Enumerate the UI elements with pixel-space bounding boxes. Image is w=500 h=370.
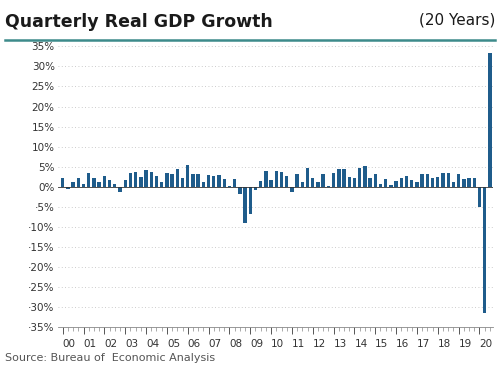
Bar bbox=[72, 182, 75, 187]
Bar bbox=[165, 173, 168, 187]
Bar bbox=[416, 182, 418, 187]
Bar bbox=[92, 178, 96, 187]
Text: Source: Bureau of  Economic Analysis: Source: Bureau of Economic Analysis bbox=[5, 353, 215, 363]
Bar bbox=[457, 174, 460, 187]
Bar bbox=[394, 181, 398, 187]
Bar bbox=[128, 173, 132, 187]
Bar bbox=[478, 187, 481, 207]
Bar bbox=[446, 173, 450, 187]
Bar bbox=[196, 174, 200, 187]
Bar bbox=[337, 169, 340, 187]
Bar bbox=[244, 187, 246, 223]
Bar bbox=[358, 168, 362, 187]
Bar bbox=[300, 182, 304, 187]
Bar bbox=[144, 170, 148, 187]
Bar bbox=[452, 182, 455, 187]
Bar bbox=[259, 181, 262, 187]
Bar bbox=[212, 176, 216, 187]
Bar bbox=[134, 172, 138, 187]
Bar bbox=[363, 166, 366, 187]
Bar bbox=[176, 169, 179, 187]
Bar bbox=[233, 179, 236, 187]
Bar bbox=[290, 187, 294, 192]
Bar bbox=[342, 169, 345, 187]
Bar bbox=[76, 178, 80, 187]
Bar bbox=[316, 182, 320, 187]
Bar bbox=[98, 182, 101, 187]
Bar bbox=[87, 173, 90, 187]
Bar bbox=[207, 175, 210, 187]
Bar bbox=[374, 174, 377, 187]
Text: (20 Years): (20 Years) bbox=[418, 13, 495, 28]
Bar bbox=[274, 171, 278, 187]
Bar bbox=[431, 178, 434, 187]
Bar bbox=[353, 178, 356, 187]
Bar bbox=[264, 171, 268, 187]
Bar bbox=[222, 179, 226, 187]
Bar bbox=[468, 178, 471, 187]
Text: Quarterly Real GDP Growth: Quarterly Real GDP Growth bbox=[5, 13, 273, 31]
Bar bbox=[296, 174, 299, 187]
Bar bbox=[311, 178, 314, 187]
Bar bbox=[426, 174, 429, 187]
Bar bbox=[170, 174, 174, 187]
Bar bbox=[368, 178, 372, 187]
Bar bbox=[410, 179, 414, 187]
Bar bbox=[108, 179, 112, 187]
Bar bbox=[181, 178, 184, 187]
Bar bbox=[462, 179, 466, 187]
Bar bbox=[326, 186, 330, 187]
Bar bbox=[488, 53, 492, 187]
Bar bbox=[192, 174, 194, 187]
Bar bbox=[483, 187, 486, 313]
Bar bbox=[332, 173, 336, 187]
Bar bbox=[150, 172, 153, 187]
Bar bbox=[405, 176, 408, 187]
Bar bbox=[124, 180, 127, 187]
Bar bbox=[160, 182, 164, 187]
Bar bbox=[118, 187, 122, 192]
Bar bbox=[389, 185, 392, 187]
Bar bbox=[322, 174, 325, 187]
Bar bbox=[102, 176, 106, 187]
Bar bbox=[420, 174, 424, 187]
Bar bbox=[472, 178, 476, 187]
Bar bbox=[139, 177, 142, 187]
Bar bbox=[238, 187, 242, 195]
Bar bbox=[442, 173, 444, 187]
Bar bbox=[306, 168, 310, 187]
Bar bbox=[66, 187, 70, 189]
Bar bbox=[280, 172, 283, 187]
Bar bbox=[436, 177, 440, 187]
Bar bbox=[61, 178, 64, 187]
Bar bbox=[379, 184, 382, 187]
Bar bbox=[202, 182, 205, 187]
Bar bbox=[248, 187, 252, 214]
Bar bbox=[228, 186, 231, 187]
Bar bbox=[348, 177, 351, 187]
Bar bbox=[270, 180, 273, 187]
Bar bbox=[400, 178, 403, 187]
Bar bbox=[218, 175, 220, 187]
Bar bbox=[186, 165, 190, 187]
Bar bbox=[82, 184, 85, 187]
Bar bbox=[254, 187, 257, 190]
Bar bbox=[155, 176, 158, 187]
Bar bbox=[113, 184, 116, 187]
Bar bbox=[285, 176, 288, 187]
Bar bbox=[384, 179, 388, 187]
